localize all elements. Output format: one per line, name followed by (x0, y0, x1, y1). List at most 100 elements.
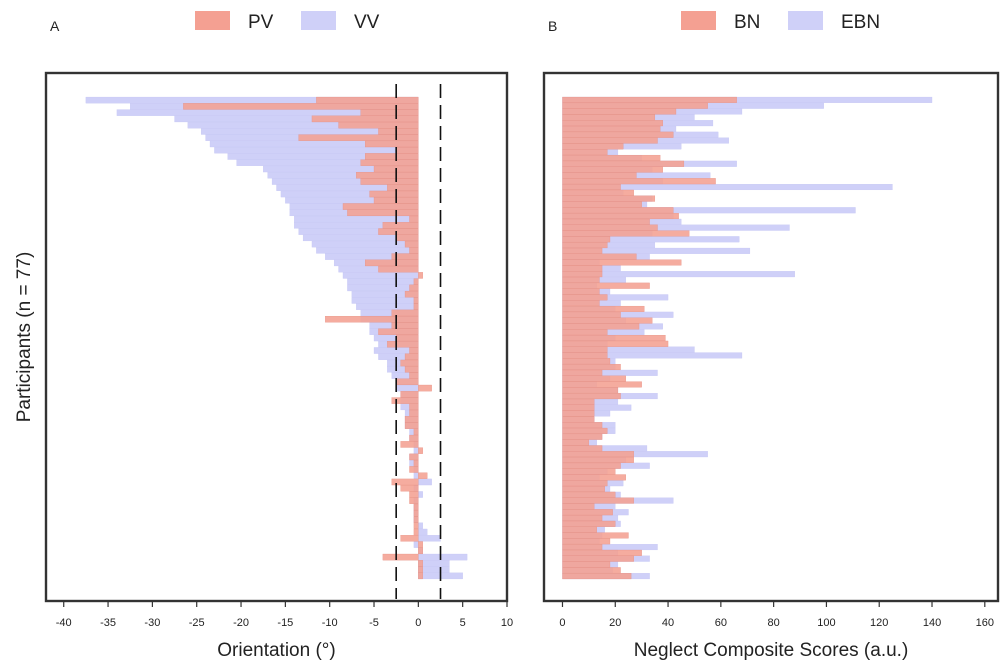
bn-bar (562, 387, 619, 394)
bn-bar (562, 213, 679, 220)
x-tick-label: 140 (923, 617, 941, 629)
x-tick-label: -40 (56, 617, 72, 629)
pv-bar (338, 121, 419, 129)
bn-bar (562, 143, 624, 150)
x-tick-label: 0 (559, 617, 565, 629)
pv-bar (418, 566, 423, 573)
x-tick-label: -10 (322, 617, 338, 629)
bn-bar (562, 259, 682, 266)
vv-bar (316, 247, 419, 254)
panel-a (44, 11, 509, 607)
pv-bar (378, 128, 419, 135)
pv-bar (387, 184, 419, 191)
vv-bar (418, 478, 432, 486)
bn-bar (562, 485, 605, 492)
pv-bar (413, 503, 419, 511)
x-axis-label: Orientation (°) (217, 640, 335, 661)
bn-bar (562, 433, 603, 440)
pv-bar (409, 284, 419, 292)
bn-bar (562, 96, 737, 103)
bn-bar (562, 369, 603, 376)
bn-bar (562, 480, 608, 487)
bn-bar (562, 172, 637, 179)
bn-bar (562, 404, 595, 411)
bn-bar (562, 503, 595, 510)
pv-bar (360, 109, 419, 116)
pv-bar (409, 372, 419, 379)
bn-bar (562, 526, 597, 533)
pv-bar (413, 528, 419, 536)
pv-bar (347, 209, 419, 217)
bn-bar (562, 108, 677, 115)
pv-bar (409, 403, 419, 411)
bn-bar (562, 509, 613, 516)
pv-bar (400, 485, 419, 492)
pv-bar (382, 553, 419, 561)
pv-bar (409, 409, 419, 417)
bn-bar (562, 555, 634, 562)
bn-bar (562, 184, 621, 191)
pv-bar (396, 334, 419, 342)
pv-bar (404, 422, 419, 429)
vv-bar (418, 566, 450, 573)
vv-bar (311, 240, 419, 248)
vv-bar (413, 472, 419, 479)
x-tick-label: -20 (233, 617, 249, 629)
bn-bar (562, 474, 626, 481)
bn-bar (562, 381, 642, 388)
bn-bar (562, 358, 611, 365)
pv-bar (404, 240, 419, 248)
pv-bar (413, 522, 419, 529)
pv-bar (378, 328, 419, 335)
bn-bar (562, 538, 611, 545)
bn-bar (562, 427, 608, 434)
pv-bar (342, 203, 419, 210)
bn-bar (562, 265, 603, 272)
legend-swatch-ebn (788, 11, 823, 30)
bn-bar (562, 567, 621, 574)
bn-bar (562, 178, 716, 185)
pv-bar (311, 115, 419, 123)
bn-bar (562, 253, 637, 260)
vv-bar (413, 447, 419, 454)
bn-bar (562, 242, 608, 249)
bn-bar (562, 317, 653, 324)
pv-bar (409, 247, 419, 254)
vv-bar (342, 272, 419, 279)
pv-bar (387, 341, 419, 348)
bn-bar (562, 120, 663, 127)
bn-bar (562, 160, 685, 167)
bn-bar (562, 352, 608, 359)
pv-bar (378, 265, 419, 273)
bn-bar (562, 102, 708, 109)
vv-bar (418, 560, 450, 567)
bn-bar (562, 497, 634, 504)
pv-bar (418, 472, 428, 479)
pv-bar (409, 497, 419, 504)
bn-bar (562, 125, 661, 132)
bn-bar (562, 236, 611, 243)
bn-bar (562, 422, 603, 429)
bn-bar (562, 561, 611, 568)
bn-bar (562, 375, 626, 382)
vv-bar (396, 384, 419, 392)
pv-bar (298, 134, 419, 141)
x-tick-label: 0 (415, 617, 421, 629)
bn-bar (562, 468, 616, 475)
bn-bar (562, 282, 650, 289)
pv-bar (400, 535, 419, 542)
bn-bar (562, 340, 669, 347)
legend-swatch-vv (301, 11, 336, 30)
pv-bar (364, 140, 419, 148)
pv-bar (404, 353, 419, 360)
plot-frame (44, 71, 509, 603)
pv-bar (418, 560, 423, 567)
pv-bar (413, 303, 419, 310)
pv-bar (413, 297, 419, 304)
pv-bar (396, 234, 419, 242)
pv-bar (356, 172, 419, 179)
vv-bar (418, 528, 428, 536)
pv-bar (413, 428, 419, 436)
vv-bar (351, 297, 419, 304)
